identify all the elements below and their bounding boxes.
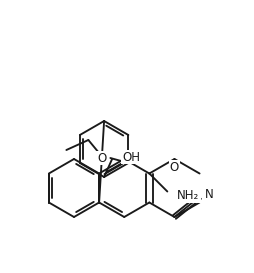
Text: N: N [204,188,213,200]
Text: NH₂: NH₂ [177,189,200,202]
Text: O: O [97,152,106,165]
Text: OH: OH [122,150,140,164]
Text: O: O [170,161,179,174]
